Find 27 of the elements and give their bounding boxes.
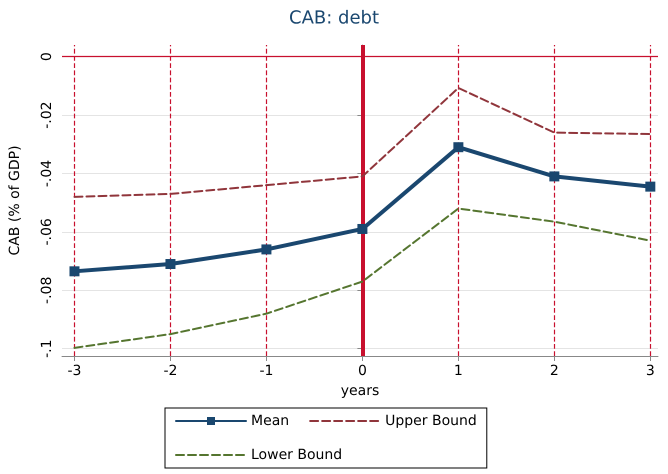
legend-label: Mean <box>251 413 290 429</box>
point <box>453 142 464 152</box>
point <box>549 171 560 182</box>
y-tick-label: -.08 <box>39 276 55 304</box>
x-axis-title: years <box>340 383 380 399</box>
y-tick-label: -.02 <box>39 101 55 129</box>
x-tick-label: 1 <box>454 363 463 379</box>
point <box>357 224 368 234</box>
y-tick-label: -.04 <box>39 160 55 188</box>
point <box>165 259 176 270</box>
x-tick-label: -2 <box>163 363 178 379</box>
point <box>69 266 80 276</box>
y-axis-title: CAB (% of GDP) <box>7 145 23 256</box>
x-tick-label: -1 <box>259 363 274 379</box>
y-tick-label: -.1 <box>39 339 55 358</box>
legend-label: Upper Bound <box>385 413 477 429</box>
x-tick-label: -3 <box>67 363 82 379</box>
x-tick-label: 2 <box>550 363 559 379</box>
legend-label: Lower Bound <box>251 447 342 463</box>
point <box>261 244 272 254</box>
x-tick-label: 3 <box>646 363 655 379</box>
y-tick-label: -.06 <box>39 218 55 246</box>
point <box>645 182 656 192</box>
y-tick-label: 0 <box>39 52 55 62</box>
line-series <box>73 86 652 198</box>
x-tick-label: 0 <box>358 363 367 379</box>
chart-title: CAB: debt <box>289 8 379 28</box>
